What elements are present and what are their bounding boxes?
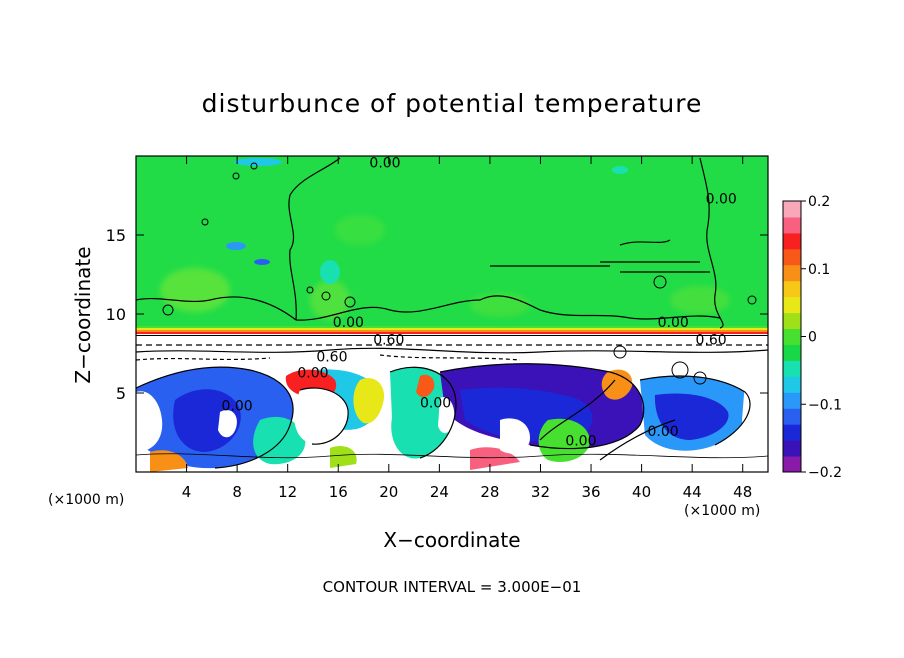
x-tick-label: 40: [632, 483, 651, 501]
contour-lines: [136, 157, 768, 469]
colorbar-swatch: [783, 201, 801, 218]
x-axis-unit-left: (×1000 m): [48, 492, 124, 508]
y-axis-label: Z−coordinate: [71, 246, 95, 383]
colorbar: 0.2 0.1 0 −0.1 −0.2: [782, 194, 842, 481]
x-axis-label: X−coordinate: [383, 528, 520, 552]
contour-label: 0.00: [658, 315, 689, 331]
x-axis: 4 8 12 16 20 24 28 32 36 40 44 48: [182, 156, 752, 501]
colorbar-tick-label: −0.2: [808, 465, 842, 481]
contour-label-layer: 0.000.000.00 0.000.60 0.600.600.000.00 0.00…: [222, 155, 737, 449]
contour-label: 0.00: [333, 315, 364, 331]
colorbar-swatch: [783, 344, 801, 361]
plot-area: [136, 156, 768, 472]
chart-title: disturbunce of potential temperature: [202, 89, 703, 118]
x-tick-label: 20: [379, 483, 398, 501]
x-tick-label: 24: [430, 483, 449, 501]
colorbar-swatch: [783, 456, 801, 473]
field-cyan-patches: [226, 158, 628, 284]
x-tick-label: 28: [480, 483, 499, 501]
x-axis-unit-right: (×1000 m): [684, 503, 760, 519]
colorbar-swatch: [783, 424, 801, 441]
colorbar-swatch: [783, 392, 801, 409]
x-tick-label: 4: [182, 483, 192, 501]
x-tick-label: 12: [278, 483, 297, 501]
contour-small-features: [162, 162, 757, 385]
colorbar-swatch: [783, 376, 801, 393]
colorbar-swatch: [783, 248, 801, 266]
colorbar-swatch: [783, 232, 801, 250]
x-tick-label: 8: [232, 483, 242, 501]
colorbar-tick-label: 0: [808, 330, 817, 346]
contour-label: 0.00: [420, 395, 451, 411]
x-tick-label: 44: [683, 483, 702, 501]
colorbar-tick-label: 0.2: [808, 194, 830, 210]
colorbar-swatch: [783, 408, 801, 425]
colorbar-swatch: [783, 264, 801, 282]
contour-interval-note: CONTOUR INTERVAL = 3.000E−01: [323, 578, 582, 596]
colorbar-swatch: [783, 296, 801, 314]
interface-band: [136, 326, 768, 336]
colorbar-swatch: [783, 360, 801, 377]
field-negative-anomalies: [136, 363, 751, 469]
field-white-cores: [136, 381, 768, 460]
colorbar-swatch: [783, 312, 801, 330]
x-tick-label: 32: [531, 483, 550, 501]
x-tick-label: 36: [581, 483, 600, 501]
y-axis: 5 10 15: [106, 226, 768, 403]
contour-label: 0.60: [696, 332, 727, 348]
y-tick-label: 15: [106, 226, 126, 245]
x-tick-label: 16: [329, 483, 348, 501]
contour-label: 0.00: [565, 433, 596, 449]
colorbar-swatch: [783, 440, 801, 457]
contour-label: 0.00: [222, 399, 253, 415]
contour-label: 0.00: [297, 365, 328, 381]
colorbar-swatch: [783, 280, 801, 298]
contour-label: 0.00: [648, 424, 679, 440]
contour-label: 0.00: [369, 155, 400, 171]
contour-label: 0.60: [316, 350, 347, 366]
colorbar-tick-label: 0.1: [808, 262, 830, 278]
y-tick-label: 10: [106, 305, 126, 324]
x-tick-label: 48: [733, 483, 752, 501]
colorbar-swatch: [783, 216, 801, 234]
contour-label: 0.60: [373, 332, 404, 348]
colorbar-swatch: [783, 328, 801, 345]
colorbar-tick-label: −0.1: [808, 397, 842, 413]
contour-label: 0.00: [706, 192, 737, 208]
y-tick-label: 5: [116, 384, 126, 403]
